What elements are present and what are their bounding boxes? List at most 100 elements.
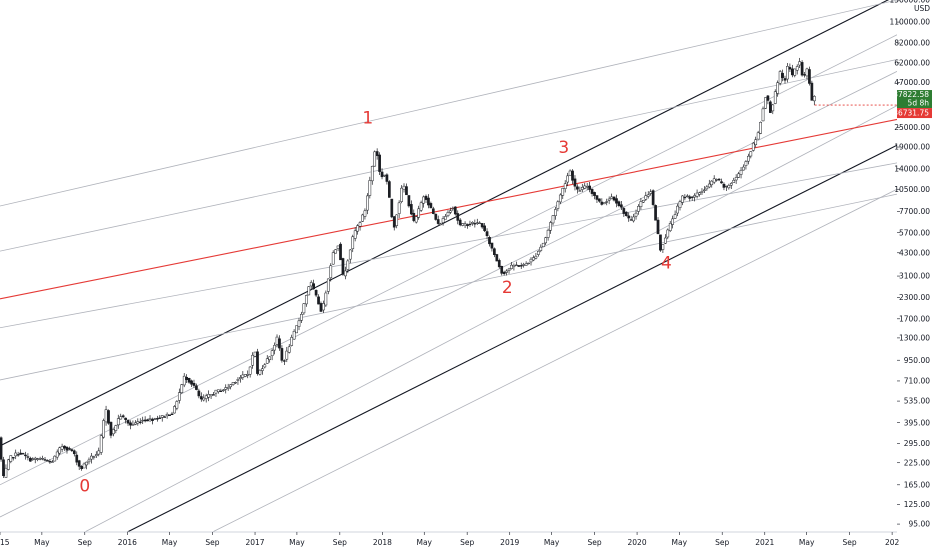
candle-body [756,132,760,140]
candle-body [688,196,692,199]
candle-body [226,387,230,389]
candle-body [515,264,518,266]
fan-line-7[interactable] [0,59,898,252]
candle-body [651,190,655,205]
fan-line-6[interactable] [0,0,898,207]
fan-line-2[interactable] [0,34,898,486]
candle-body [373,151,377,167]
candle-body [314,289,318,296]
candle-body [795,66,799,71]
candle-body [116,418,120,426]
candle-body [620,204,623,208]
candle-body [24,454,27,457]
candle-body [424,195,428,200]
candle-body [339,243,342,261]
upper-main-line-0[interactable] [0,0,897,447]
x-tick-label: May [289,538,305,547]
candle-body [312,283,316,290]
candle-body [92,456,96,458]
candle-body [712,178,716,183]
x-tick-label: May [799,538,815,547]
candle-body [307,286,311,296]
candle-body [114,425,118,431]
candle-body [273,345,276,351]
candle-body [209,394,213,397]
candle-body [742,166,745,171]
x-tick-label: 2021 [755,538,774,547]
candle-body [549,222,552,231]
candle-body [541,242,545,248]
candle-body [246,374,250,376]
candle-body [21,453,25,455]
fan-line-4[interactable] [84,105,898,533]
candle-body [80,465,83,470]
fan-line-3[interactable] [0,71,898,518]
candle-body [60,446,64,450]
candle-body [375,151,379,156]
candle-body [300,313,303,321]
candle-body [0,437,3,460]
candle-body [532,257,535,261]
candle-body [519,265,523,267]
candle-body [749,151,753,157]
x-tick-label: Sep [78,538,92,547]
candle-body [160,415,164,418]
time-axis-background [0,532,932,550]
candle-body [634,212,638,217]
x-tick-label: May [672,538,688,547]
candle-body [495,254,499,262]
candle-body [524,263,528,266]
candle-body [554,209,557,216]
candle-body [239,377,242,379]
candle-body [121,415,125,418]
candle-body [458,219,462,226]
candle-body [331,252,335,265]
candle-body [104,409,108,423]
candle-body [16,454,20,456]
candle-body [182,375,186,386]
y-tick-label: 950.00 [904,356,930,365]
candle-body [698,192,701,195]
fan-line-9[interactable] [0,193,898,381]
x-tick-label: Sep [333,538,347,547]
trend-line-10[interactable] [0,118,898,300]
candle-body [480,223,484,228]
candle-body [769,101,772,113]
candle-body [217,389,220,393]
candle-body [576,186,579,190]
time-axis[interactable]: 2015 May Sep 2016 May Sep 2017 May Sep 2018 May Sep… [0,531,932,550]
candle-body [488,237,491,245]
candle-body [212,394,215,396]
candle-body [422,196,425,204]
candle-body [380,171,384,178]
candle-body [221,389,225,391]
fan-line-8[interactable] [0,162,898,329]
candle-body [588,185,591,190]
candle-body [243,374,247,377]
candle-body [348,249,352,260]
candle-body [402,185,406,190]
fan-line-5[interactable] [212,188,898,533]
candle-body [409,204,413,215]
candle-body [436,219,440,224]
candle-body [395,214,399,226]
candle-body [766,95,770,101]
candle-body [561,188,565,196]
candle-body [471,222,474,224]
candle-body [190,380,193,385]
candle-body [536,250,540,255]
candle-body [112,429,115,435]
candle-body [720,181,723,184]
candle-body [727,185,731,189]
candle-body [685,195,689,197]
candle-body [500,265,504,274]
candle-body [126,420,130,424]
candle-body [700,191,704,193]
candle-body [29,457,32,462]
candle-body [805,68,809,77]
price-axis[interactable]: USD 95.00 125.00 165.00 225.00 295.00 395.00 5… [889,0,932,532]
lower-main-line-1[interactable] [127,144,898,533]
candle-body [248,366,252,375]
candle-body [493,248,496,256]
